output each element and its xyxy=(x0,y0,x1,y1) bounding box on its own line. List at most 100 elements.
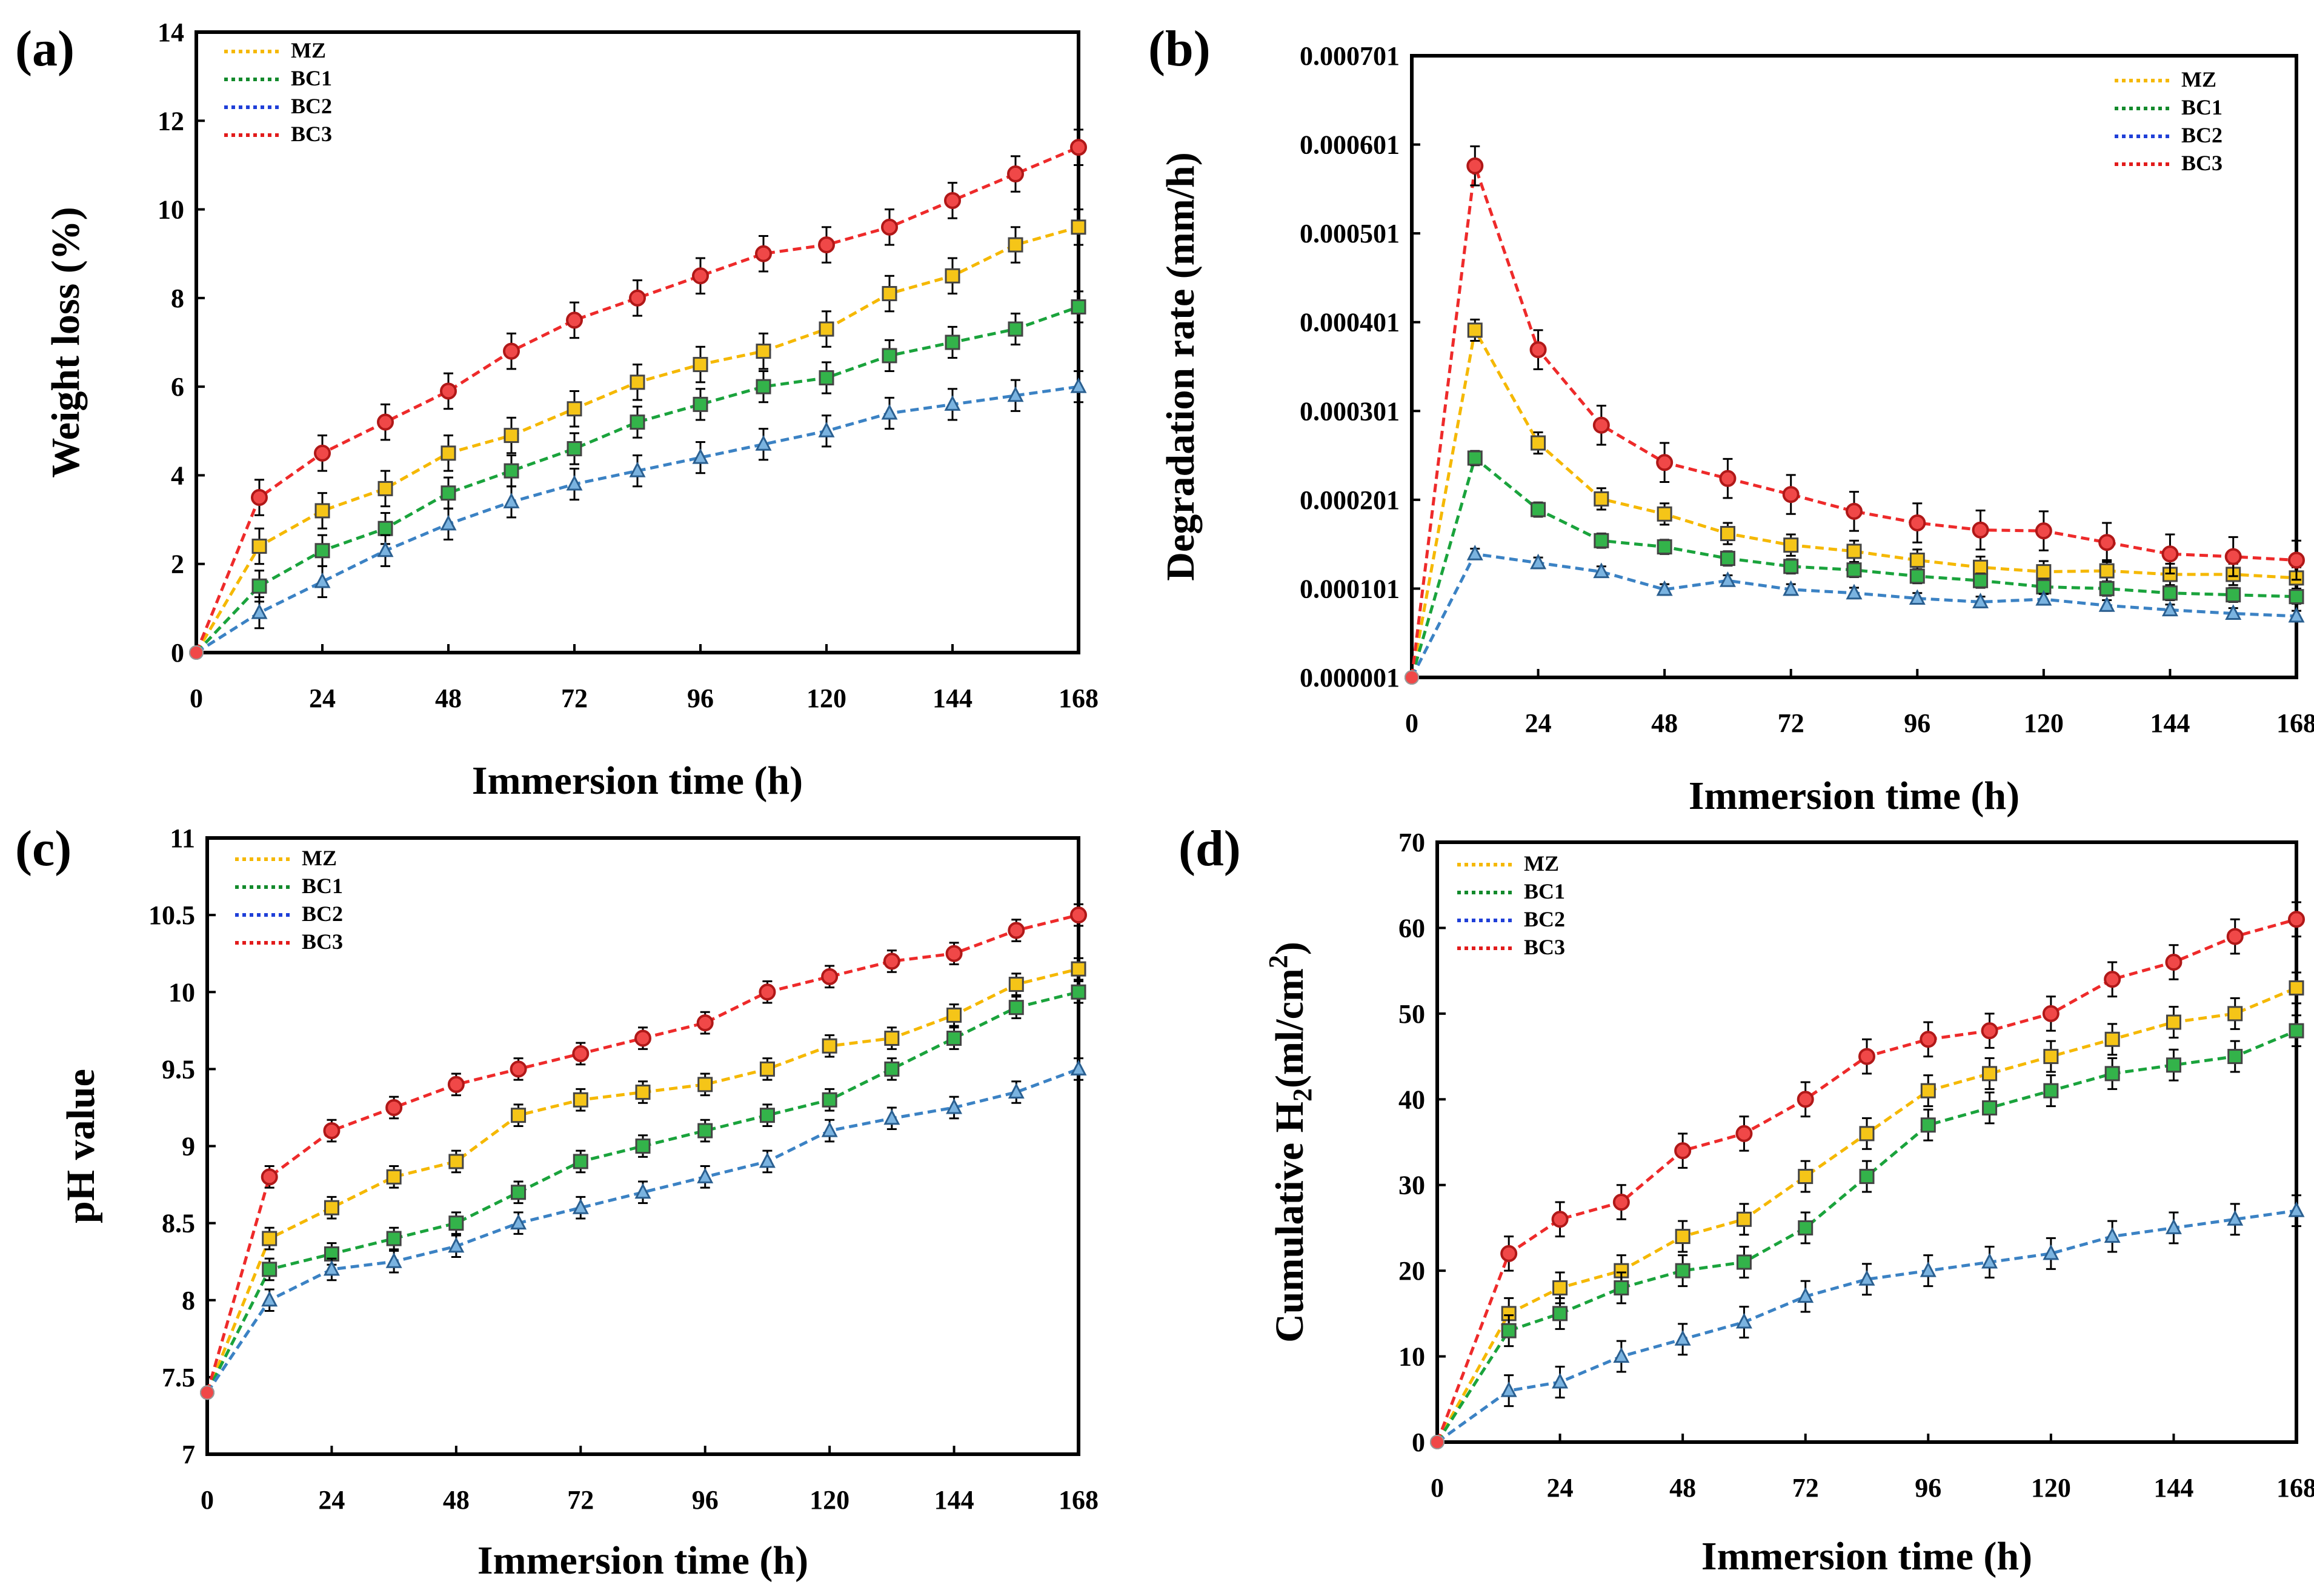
data-point xyxy=(883,1109,900,1125)
x-tick-label: 0 xyxy=(190,683,203,713)
y-tick-label: 11 xyxy=(170,823,195,853)
data-point xyxy=(1973,559,1989,575)
data-point xyxy=(1612,1194,1630,1211)
data-point xyxy=(1846,584,1863,600)
data-point xyxy=(1719,470,1737,487)
data-point xyxy=(448,1237,465,1253)
data-point xyxy=(1500,1381,1517,1397)
data-point xyxy=(2099,563,2115,579)
y-tick-label: 8.5 xyxy=(162,1209,195,1239)
data-point xyxy=(567,401,582,417)
data-point xyxy=(759,1061,775,1077)
data-point xyxy=(1920,1261,1937,1277)
x-tick-label: 48 xyxy=(443,1485,470,1515)
data-point xyxy=(759,1108,775,1123)
data-point xyxy=(945,334,960,350)
data-point xyxy=(944,395,961,411)
data-point xyxy=(1594,491,1609,507)
data-point xyxy=(1501,1323,1517,1338)
y-tick-label: 8 xyxy=(171,284,184,313)
data-point xyxy=(2288,1201,2305,1217)
y-tick-label: 0.000601 xyxy=(1300,130,1400,160)
x-tick-label: 24 xyxy=(309,683,336,713)
data-point xyxy=(572,1045,590,1062)
data-point xyxy=(1467,450,1483,466)
y-tick-label: 6 xyxy=(171,372,184,402)
data-point xyxy=(821,1121,838,1137)
data-point xyxy=(503,493,520,508)
data-point xyxy=(1531,502,1546,517)
data-point xyxy=(1613,1347,1630,1363)
data-point xyxy=(1657,506,1672,522)
data-point xyxy=(756,379,771,394)
data-point xyxy=(692,448,709,464)
data-point xyxy=(1071,961,1086,977)
series-line-bc1 xyxy=(1435,1029,2297,1443)
x-tick-label: 120 xyxy=(810,1485,849,1515)
data-point xyxy=(441,445,456,461)
data-point xyxy=(1719,571,1736,587)
data-point xyxy=(696,1014,714,1032)
data-point xyxy=(635,1139,651,1154)
data-point xyxy=(629,461,646,477)
data-point xyxy=(2225,604,2242,620)
data-point xyxy=(1070,1060,1087,1076)
series-line-mz xyxy=(1410,325,2297,678)
data-point xyxy=(629,289,646,307)
legend-label-bc2: BC2 xyxy=(1524,907,1565,931)
legend-label-bc1: BC1 xyxy=(302,874,343,898)
series-mz xyxy=(1405,318,2304,685)
data-point xyxy=(1466,545,1483,560)
data-point xyxy=(2226,928,2244,945)
legend-label-bc3: BC3 xyxy=(302,929,343,954)
x-tick-label: 72 xyxy=(1778,708,1804,738)
legend: MZ BC1 BC2 BC3 xyxy=(2115,67,2223,175)
data-point xyxy=(1783,559,1799,574)
data-point xyxy=(946,1098,963,1114)
data-point xyxy=(945,945,963,962)
y-tick-label: 0.000701 xyxy=(1300,41,1400,71)
y-tick-label: 20 xyxy=(1398,1256,1425,1286)
data-point xyxy=(1071,299,1086,314)
y-tick-label: 4 xyxy=(171,461,184,490)
data-point xyxy=(261,1168,278,1186)
x-tick-label: 0 xyxy=(1405,708,1418,738)
data-point xyxy=(2289,980,2304,996)
legend-label-mz: MZ xyxy=(302,846,337,870)
data-point xyxy=(251,578,267,594)
data-point xyxy=(2165,1219,2182,1234)
y-tick-label: 0 xyxy=(1412,1428,1425,1457)
data-point xyxy=(697,1077,713,1092)
x-tick-label: 48 xyxy=(1669,1473,1696,1503)
data-point xyxy=(448,1154,464,1169)
data-point xyxy=(1008,1083,1025,1099)
data-point xyxy=(822,1038,837,1054)
data-point xyxy=(2288,607,2305,623)
series-bc1 xyxy=(200,980,1086,1400)
data-point xyxy=(1859,1126,1875,1142)
data-point xyxy=(1008,977,1024,993)
chart-panel-b: (b) 0.000001 0.000101 0.000201 0.000301 0.000… xyxy=(1148,21,2314,818)
data-point xyxy=(1007,386,1024,402)
data-point xyxy=(1981,1022,1998,1040)
data-point xyxy=(697,1168,714,1183)
data-point xyxy=(1070,906,1087,924)
data-point xyxy=(1846,562,1862,578)
data-point xyxy=(377,480,393,496)
data-point xyxy=(1797,1091,1814,1108)
data-point xyxy=(1782,486,1800,504)
data-point xyxy=(1529,341,1547,359)
y-tick-label: 14 xyxy=(158,18,184,47)
legend-label-mz: MZ xyxy=(2181,67,2216,91)
x-tick-label: 72 xyxy=(561,683,588,713)
legend-label-bc3: BC3 xyxy=(291,122,332,146)
y-tick-label: 7.5 xyxy=(162,1363,195,1392)
y-tick-label: 10 xyxy=(168,977,195,1007)
data-point xyxy=(1920,1117,1936,1133)
data-point xyxy=(2226,587,2241,603)
y-tick-label: 0.000001 xyxy=(1300,663,1400,693)
chart-panel-c: (c) 7 7.5 8 8.5 9 9.5 10 10.5 11 0 24 48 72 96 120 144 16… xyxy=(15,820,1099,1583)
data-point xyxy=(566,311,583,329)
data-point xyxy=(2104,1066,2120,1082)
